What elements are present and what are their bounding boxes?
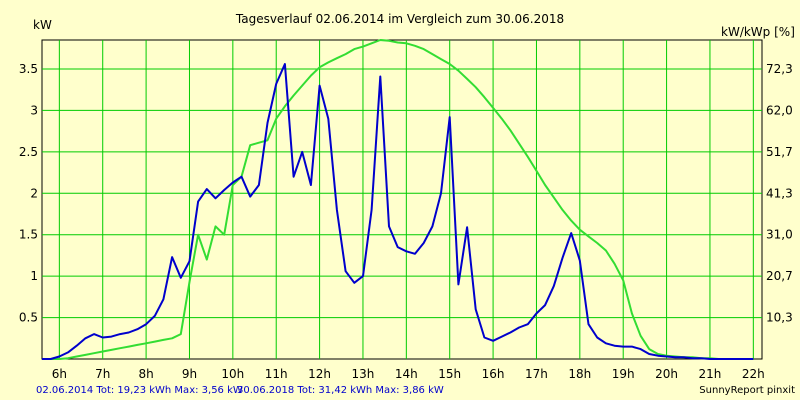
series-line-2 xyxy=(42,39,754,360)
y-tick-label-left: 1 xyxy=(30,269,38,283)
x-tick-label: 9h xyxy=(182,367,197,381)
x-tick-label: 11h xyxy=(265,367,288,381)
x-tick-label: 22h xyxy=(742,367,765,381)
y-tick-label-left: 2.5 xyxy=(19,145,38,159)
y-tick-label-left: 2 xyxy=(30,186,38,200)
y-tick-label-right: 20,7 xyxy=(766,269,793,283)
x-tick-label: 18h xyxy=(568,367,591,381)
x-tick-label: 6h xyxy=(52,367,67,381)
series-line-1 xyxy=(42,63,754,360)
grid xyxy=(42,40,762,359)
x-tick-label: 17h xyxy=(525,367,548,381)
series-layer xyxy=(42,39,754,360)
x-tick-label: 15h xyxy=(438,367,461,381)
x-tick-label: 19h xyxy=(612,367,635,381)
chart-title: Tagesverlauf 02.06.2014 im Vergleich zum… xyxy=(235,12,564,26)
x-tick-labels: 6h 7h 8h 9h 10h 11h 12h 13h 14h 15h 16h 17h 18h 19h 20… xyxy=(52,367,765,381)
y-tick-labels-left: 0.5 1 1.5 2 2.5 3 3.5 xyxy=(19,62,38,325)
y-tick-label-left: 0.5 xyxy=(19,311,38,325)
y-tick-label-left: 3 xyxy=(30,103,38,117)
y-axis-label-right: kW/kWp [%] xyxy=(721,25,795,39)
x-tick-label: 21h xyxy=(699,367,722,381)
x-tick-label: 10h xyxy=(221,367,244,381)
x-tick-label: 13h xyxy=(352,367,375,381)
x-tick-label: 14h xyxy=(395,367,418,381)
y-tick-label-right: 41,3 xyxy=(766,186,793,200)
x-tick-label: 12h xyxy=(308,367,331,381)
y-tick-label-right: 10,3 xyxy=(766,311,793,325)
x-tick-label: 8h xyxy=(138,367,153,381)
y-tick-label-right: 51,7 xyxy=(766,145,793,159)
x-tick-label: 20h xyxy=(655,367,678,381)
legend-series-1: 02.06.2014 Tot: 19,23 kWh Max: 3,56 kW xyxy=(36,385,243,396)
x-tick-label: 7h xyxy=(95,367,110,381)
y-tick-label-right: 72,3 xyxy=(766,62,793,76)
y-axis-label-left: kW xyxy=(33,18,52,32)
x-tick-label: 16h xyxy=(482,367,505,381)
legend-series-2: 30.06.2018 Tot: 31,42 kWh Max: 3,86 kW xyxy=(237,385,444,396)
y-tick-label-left: 1.5 xyxy=(19,228,38,242)
y-tick-label-left: 3.5 xyxy=(19,62,38,76)
y-tick-label-right: 62,0 xyxy=(766,103,793,117)
y-tick-labels-right: 10,3 20,7 31,0 41,3 51,7 62,0 72,3 xyxy=(766,62,793,325)
brand-label: SunnyReport pinxit xyxy=(699,385,795,396)
plot-area xyxy=(41,39,763,360)
y-tick-label-right: 31,0 xyxy=(766,228,793,242)
